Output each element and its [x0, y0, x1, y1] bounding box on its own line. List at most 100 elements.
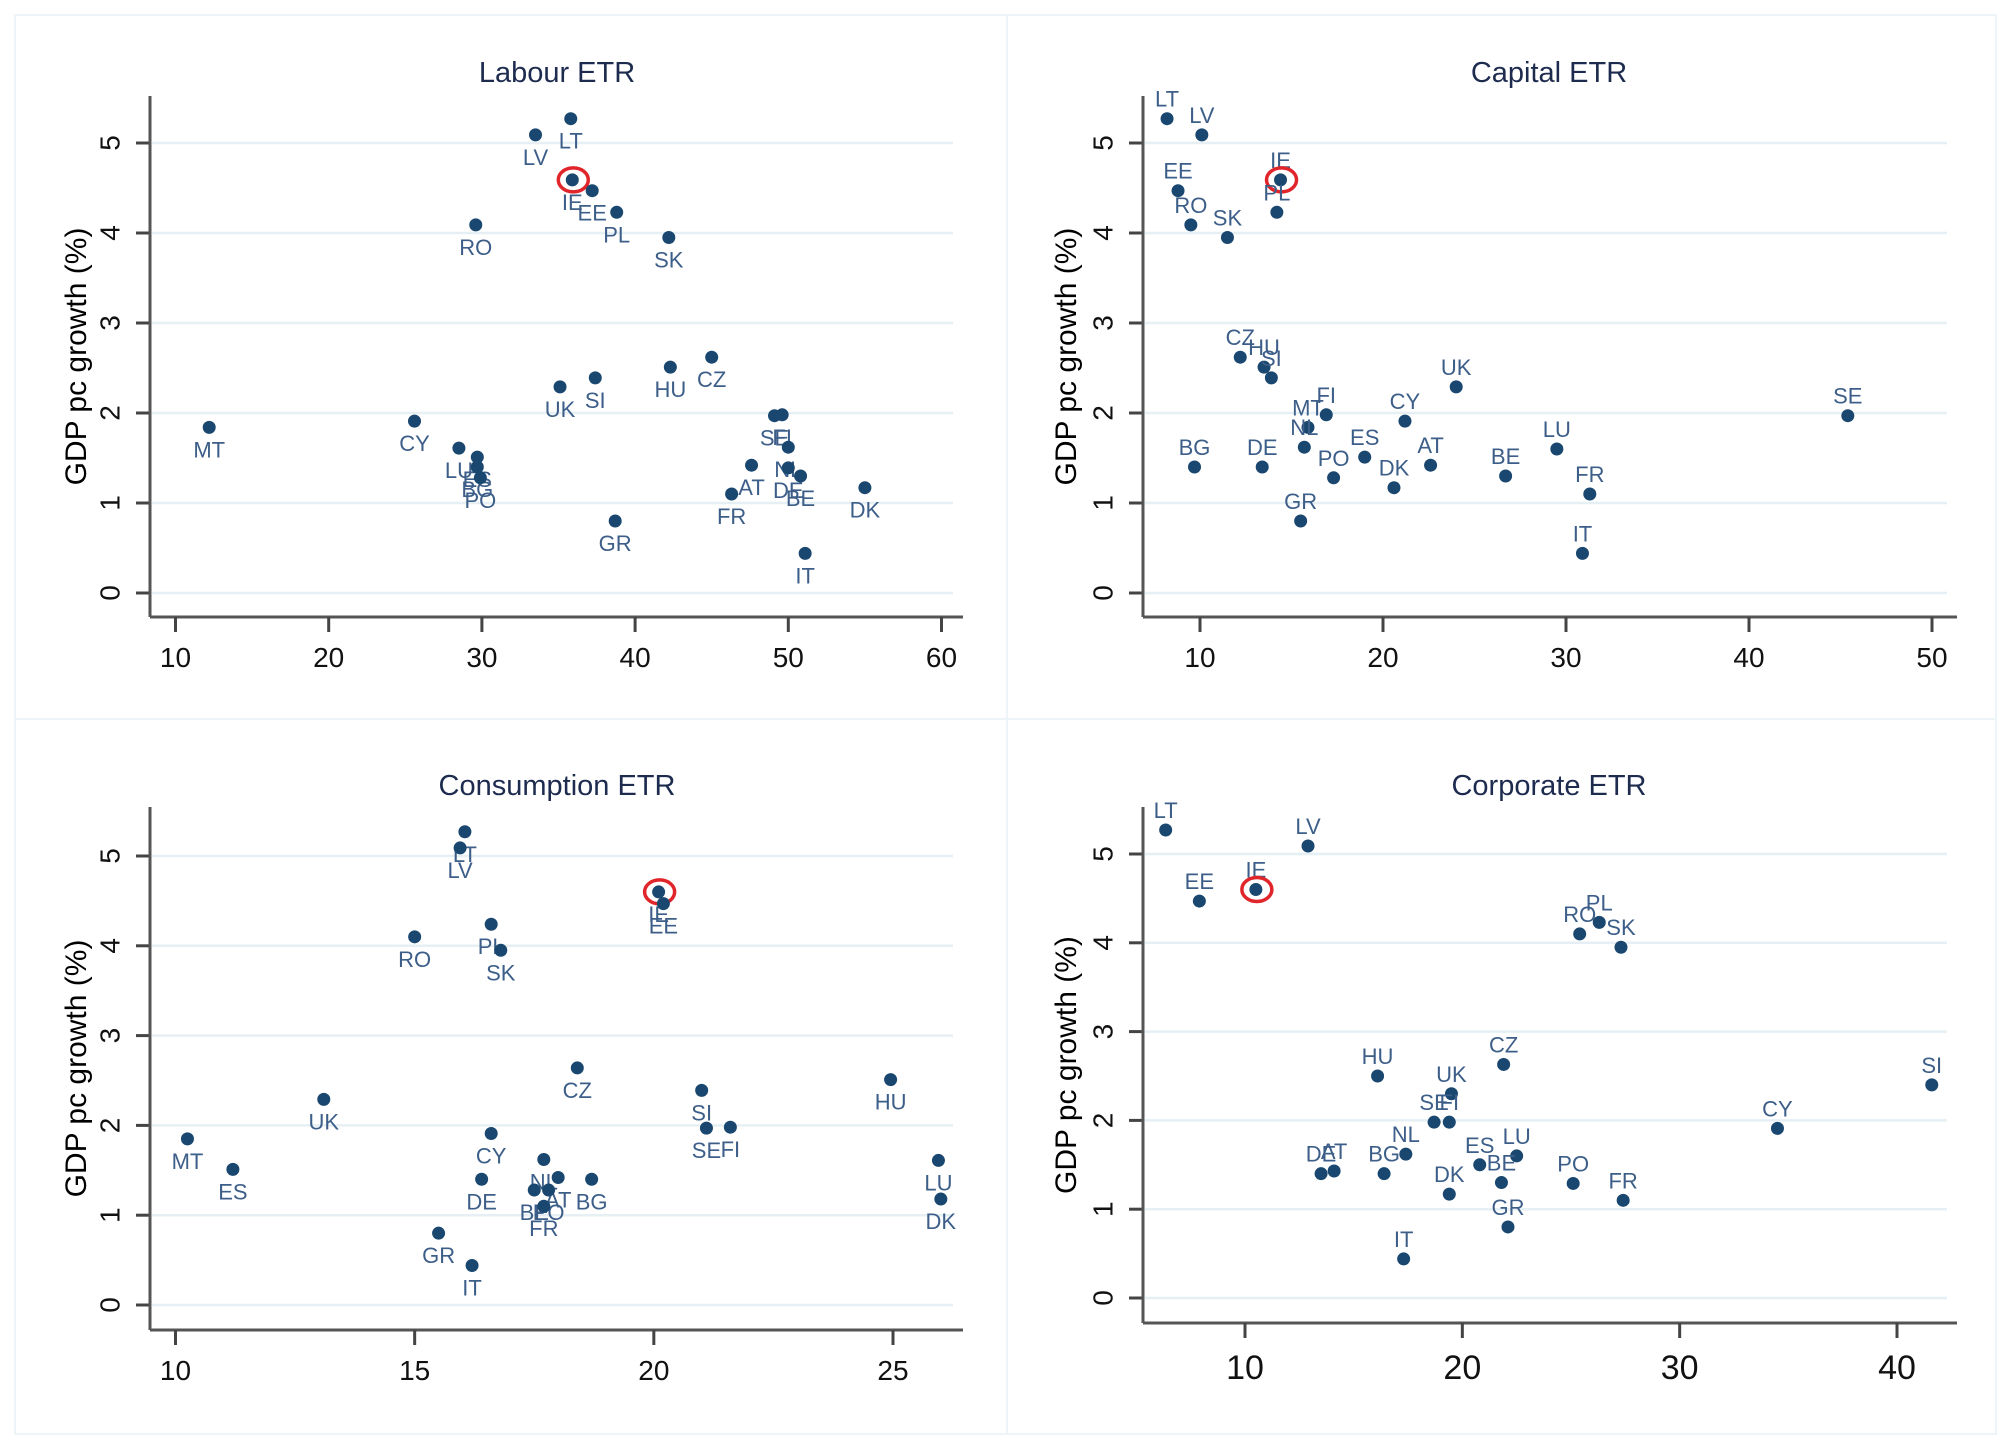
data-point-at[interactable]	[551, 1170, 565, 1184]
data-point-be[interactable]	[1499, 469, 1513, 483]
data-point-fr[interactable]	[1616, 1193, 1630, 1207]
data-point-ee[interactable]	[1192, 894, 1206, 908]
data-point-cz[interactable]	[1233, 350, 1247, 364]
data-point-hu[interactable]	[884, 1073, 898, 1087]
data-point-lu[interactable]	[931, 1153, 945, 1167]
data-point-ro[interactable]	[469, 218, 483, 232]
data-point-uk[interactable]	[1444, 1087, 1458, 1101]
data-point-po[interactable]	[1327, 471, 1341, 485]
data-point-si[interactable]	[1264, 371, 1278, 385]
data-point-dk[interactable]	[1387, 481, 1401, 495]
data-point-cy[interactable]	[1398, 414, 1412, 428]
data-point-be[interactable]	[794, 469, 808, 483]
data-point-mt[interactable]	[1301, 420, 1315, 434]
data-point-sk[interactable]	[1220, 231, 1234, 244]
data-point-nl[interactable]	[537, 1153, 551, 1167]
data-point-pl[interactable]	[1592, 915, 1606, 929]
data-point-si[interactable]	[695, 1083, 709, 1097]
data-point-pl[interactable]	[610, 205, 624, 219]
data-point-pl[interactable]	[484, 917, 498, 931]
data-point-mt[interactable]	[180, 1132, 194, 1146]
data-point-lv[interactable]	[1195, 128, 1209, 142]
data-point-uk[interactable]	[553, 380, 567, 394]
data-point-fi[interactable]	[775, 408, 789, 422]
data-point-be[interactable]	[1494, 1176, 1508, 1190]
data-point-sk[interactable]	[662, 231, 676, 244]
data-point-hu[interactable]	[1257, 360, 1271, 374]
data-point-ie[interactable]	[652, 885, 666, 899]
data-point-cy[interactable]	[484, 1126, 498, 1140]
data-point-dk[interactable]	[858, 481, 872, 495]
data-point-ie[interactable]	[1274, 173, 1288, 187]
data-point-gr[interactable]	[1501, 1220, 1515, 1234]
data-point-de[interactable]	[1255, 460, 1269, 474]
data-point-es[interactable]	[470, 450, 484, 464]
data-point-lt[interactable]	[458, 825, 472, 839]
data-point-cz[interactable]	[570, 1061, 584, 1075]
data-point-es[interactable]	[226, 1162, 240, 1176]
data-point-at[interactable]	[1327, 1164, 1341, 1178]
data-point-nl[interactable]	[1399, 1147, 1413, 1161]
data-point-lv[interactable]	[1301, 839, 1315, 853]
data-point-ie[interactable]	[1249, 883, 1263, 897]
data-point-po[interactable]	[542, 1183, 556, 1197]
data-point-po[interactable]	[1566, 1176, 1580, 1190]
data-point-se[interactable]	[1427, 1115, 1441, 1129]
data-point-es[interactable]	[1358, 450, 1372, 464]
data-point-fr[interactable]	[725, 487, 739, 501]
data-point-dk[interactable]	[1442, 1187, 1456, 1201]
data-point-po[interactable]	[473, 471, 487, 485]
data-point-ee[interactable]	[585, 184, 599, 198]
data-point-hu[interactable]	[663, 360, 677, 374]
data-point-ro[interactable]	[408, 930, 422, 944]
data-point-it[interactable]	[1397, 1252, 1411, 1266]
data-point-nl[interactable]	[1297, 440, 1311, 454]
data-point-hu[interactable]	[1371, 1069, 1385, 1083]
data-point-bg[interactable]	[470, 460, 484, 474]
data-point-uk[interactable]	[317, 1092, 331, 1106]
data-point-gr[interactable]	[1294, 514, 1308, 528]
data-point-ee[interactable]	[656, 897, 670, 911]
data-point-lu[interactable]	[1550, 442, 1564, 456]
data-point-lt[interactable]	[1159, 823, 1173, 837]
data-point-at[interactable]	[1424, 458, 1438, 472]
data-point-bg[interactable]	[585, 1172, 599, 1186]
data-point-de[interactable]	[1314, 1167, 1328, 1181]
data-point-gr[interactable]	[608, 514, 622, 528]
data-point-lu[interactable]	[452, 441, 466, 455]
data-point-it[interactable]	[465, 1258, 479, 1272]
data-point-sk[interactable]	[1614, 940, 1628, 954]
data-point-cy[interactable]	[1770, 1121, 1784, 1135]
data-point-it[interactable]	[1575, 546, 1589, 560]
data-point-si[interactable]	[1925, 1078, 1939, 1092]
data-point-ro[interactable]	[1184, 218, 1198, 232]
data-point-uk[interactable]	[1449, 380, 1463, 394]
data-point-it[interactable]	[798, 546, 812, 560]
data-point-cz[interactable]	[1497, 1057, 1511, 1071]
data-point-de[interactable]	[475, 1172, 489, 1186]
data-point-es[interactable]	[1473, 1158, 1487, 1172]
data-point-fi[interactable]	[1319, 408, 1333, 422]
data-point-fr[interactable]	[1583, 487, 1597, 501]
data-point-be[interactable]	[527, 1183, 541, 1197]
data-point-mt[interactable]	[202, 420, 216, 434]
data-point-bg[interactable]	[1188, 460, 1202, 474]
data-point-se[interactable]	[699, 1121, 713, 1135]
data-point-lv[interactable]	[453, 841, 467, 855]
data-point-nl[interactable]	[781, 440, 795, 454]
data-point-ie[interactable]	[565, 173, 579, 187]
data-point-lu[interactable]	[1510, 1149, 1524, 1163]
data-point-ro[interactable]	[1573, 927, 1587, 941]
data-point-lv[interactable]	[529, 128, 543, 142]
data-point-cy[interactable]	[407, 414, 421, 428]
data-point-gr[interactable]	[432, 1226, 446, 1240]
data-point-lt[interactable]	[1160, 112, 1174, 126]
data-point-ee[interactable]	[1171, 184, 1185, 198]
data-point-fi[interactable]	[1442, 1115, 1456, 1129]
data-point-lt[interactable]	[564, 112, 578, 126]
data-point-si[interactable]	[588, 371, 602, 385]
data-point-se[interactable]	[1841, 409, 1855, 423]
data-point-fr[interactable]	[537, 1199, 551, 1213]
data-point-cz[interactable]	[705, 350, 719, 364]
data-point-bg[interactable]	[1377, 1167, 1391, 1181]
